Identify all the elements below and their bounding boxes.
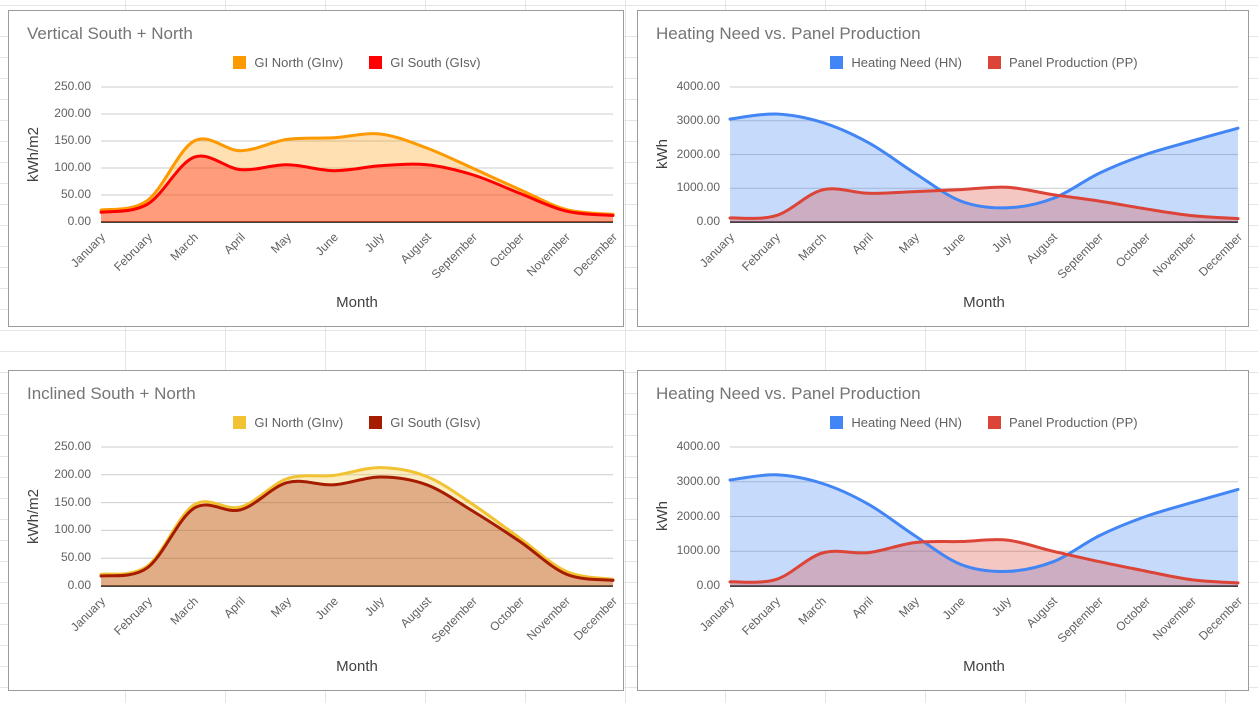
series-line — [728, 185, 1240, 221]
series-line — [99, 154, 615, 217]
legend-item: GI South (GIsv) — [369, 55, 481, 70]
x-axis-title: Month — [963, 294, 1005, 311]
y-tick-label: 250.00 — [54, 439, 91, 453]
y-tick-label: 200.00 — [54, 466, 91, 481]
legend-swatch-icon — [233, 56, 247, 69]
chart-vertical-south-north[interactable]: Vertical South + North GI North (GInv) G… — [8, 10, 624, 327]
y-tick-label: 3000.00 — [676, 112, 720, 127]
chart-canvas — [728, 86, 1240, 223]
legend: Heating Need (HN) Panel Production (PP) — [730, 415, 1238, 430]
series-area — [101, 467, 613, 586]
chart-heating-vs-production-top[interactable]: Heating Need vs. Panel Production Heatin… — [637, 10, 1249, 327]
x-axis-title: Month — [336, 658, 378, 675]
y-tick-label: 150.00 — [54, 494, 91, 509]
y-tick-label: 50.00 — [60, 187, 91, 201]
chart-inclined-south-north[interactable]: Inclined South + North GI North (GInv) G… — [8, 370, 624, 691]
y-tick-label: 1000.00 — [676, 180, 720, 195]
legend-swatch-icon — [233, 416, 247, 429]
legend-label: GI South (GIsv) — [390, 55, 481, 70]
series-area — [730, 113, 1238, 222]
series-line — [728, 473, 1240, 573]
legend: Heating Need (HN) Panel Production (PP) — [730, 55, 1238, 70]
legend-swatch-icon — [830, 416, 844, 429]
y-tick-label: 150.00 — [54, 133, 91, 147]
chart-title: Heating Need vs. Panel Production — [656, 24, 921, 43]
chart-title: Heating Need vs. Panel Production — [656, 384, 921, 403]
y-tick-label: 2000.00 — [676, 508, 720, 523]
y-tick-label: 1000.00 — [676, 543, 720, 558]
series-line — [728, 538, 1240, 585]
legend-label: GI North (GInv) — [254, 415, 344, 430]
legend-item: GI North (GInv) — [233, 55, 343, 70]
x-axis-title: Month — [336, 294, 378, 311]
y-tick-label: 0.00 — [696, 578, 720, 592]
legend-label: GI South (GIsv) — [390, 415, 481, 430]
y-tick-label: 4000.00 — [676, 79, 720, 93]
series-line — [99, 466, 615, 581]
series-area — [101, 155, 613, 222]
y-tick-label: 100.00 — [54, 522, 91, 537]
y-tick-label: 0.00 — [67, 214, 91, 228]
legend-item: GI North (GInv) — [233, 415, 343, 430]
y-tick-label: 200.00 — [54, 106, 91, 120]
chart-heating-vs-production-bottom[interactable]: Heating Need vs. Panel Production Heatin… — [637, 370, 1249, 691]
series-area — [101, 133, 613, 222]
legend-label: Heating Need (HN) — [851, 415, 962, 430]
legend-label: GI North (GInv) — [254, 55, 344, 70]
legend: GI North (GInv) GI South (GIsv) — [101, 55, 613, 70]
series-area — [730, 474, 1238, 586]
chart-title: Vertical South + North — [27, 24, 193, 43]
legend-label: Panel Production (PP) — [1008, 55, 1138, 70]
legend: GI North (GInv) GI South (GIsv) — [101, 415, 613, 430]
legend-label: Heating Need (HN) — [851, 55, 962, 70]
y-tick-label: 2000.00 — [676, 146, 720, 161]
y-tick-label: 50.00 — [60, 550, 91, 565]
legend-item: GI South (GIsv) — [369, 415, 481, 430]
legend-item: Panel Production (PP) — [987, 415, 1138, 430]
series-line — [99, 132, 615, 216]
legend-swatch-icon — [987, 56, 1001, 69]
series-line — [728, 112, 1240, 210]
y-tick-label: 4000.00 — [676, 439, 720, 453]
legend-swatch-icon — [987, 416, 1001, 429]
legend-label: Panel Production (PP) — [1008, 415, 1138, 430]
legend-item: Heating Need (HN) — [830, 55, 962, 70]
chart-canvas — [99, 446, 615, 587]
series-area — [730, 539, 1238, 586]
x-axis-title: Month — [963, 658, 1005, 675]
y-tick-label: 100.00 — [54, 160, 91, 174]
chart-title: Inclined South + North — [27, 384, 196, 403]
y-tick-label: 0.00 — [696, 214, 720, 228]
legend-swatch-icon — [369, 56, 383, 69]
chart-canvas — [99, 86, 615, 223]
legend-swatch-icon — [369, 416, 383, 429]
y-tick-label: 250.00 — [54, 79, 91, 93]
series-area — [730, 187, 1238, 222]
series-line — [99, 475, 615, 582]
chart-canvas — [728, 446, 1240, 587]
legend-swatch-icon — [830, 56, 844, 69]
legend-item: Heating Need (HN) — [830, 415, 962, 430]
y-tick-label: 0.00 — [67, 578, 91, 592]
legend-item: Panel Production (PP) — [987, 55, 1138, 70]
y-tick-label: 3000.00 — [676, 473, 720, 488]
series-area — [101, 477, 613, 586]
